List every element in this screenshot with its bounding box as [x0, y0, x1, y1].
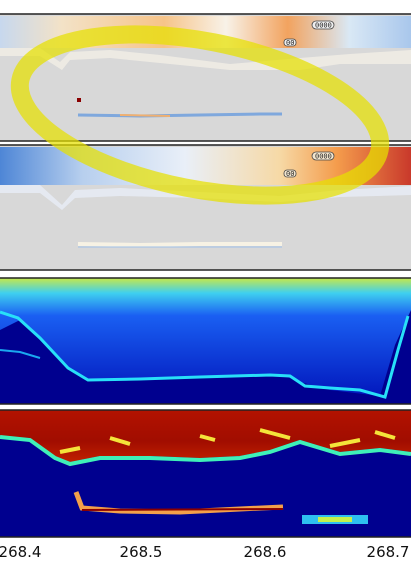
marker-small-2-label: 00 [286, 170, 294, 178]
panel-4-boundary [0, 435, 411, 467]
marker-small: 00 [283, 38, 297, 47]
panel-1-bottom-line [77, 112, 282, 118]
panel-3-secondary-trace [0, 349, 41, 359]
panel-1-red-speck [77, 98, 81, 102]
marker-small-label: 00 [286, 39, 294, 47]
panel-4-boundary-yellow [59, 428, 396, 454]
marker-large-label: 0000 [315, 22, 332, 30]
panel-1-bottom-line-warm [119, 114, 171, 117]
panel-4 [0, 409, 411, 538]
marker-large: 0000 [311, 20, 335, 30]
panel-2 [0, 144, 411, 271]
panel-4-bottom-trace-core [81, 508, 284, 511]
panel-2-bottom-line [77, 242, 282, 248]
panel-3-bottom-trace [0, 310, 410, 399]
x-tick-label: 268.5 [119, 543, 163, 561]
x-tick-label: 268.4 [0, 543, 42, 561]
marker-large-2: 0000 [311, 151, 335, 161]
x-tick-label: 268.7 [366, 543, 410, 561]
annotation-ellipse [10, 25, 390, 205]
marker-small-2: 00 [283, 169, 297, 178]
x-tick-label: 268.6 [243, 543, 287, 561]
panel-4-patch-core [318, 517, 352, 522]
panel-3 [0, 277, 411, 405]
marker-large-2-label: 0000 [315, 153, 332, 161]
